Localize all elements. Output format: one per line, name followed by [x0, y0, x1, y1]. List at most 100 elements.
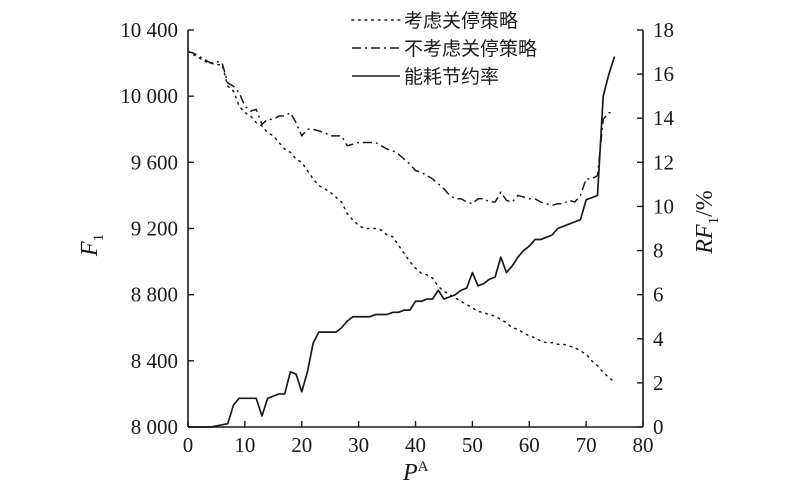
data-point-with-shutdown-strategy	[301, 162, 302, 163]
right-y-tick-label: 10	[653, 194, 674, 218]
right-y-tick-label: 0	[653, 415, 664, 439]
data-point-with-shutdown-strategy	[506, 322, 507, 323]
data-point-with-shutdown-strategy	[358, 225, 359, 226]
left-y-tick-label: 9 600	[131, 150, 178, 174]
right-y-axis-title-sub: 1	[706, 217, 722, 225]
data-point-without-shutdown-strategy	[426, 175, 427, 176]
left-y-tick-label: 8 800	[131, 283, 178, 307]
data-point-with-shutdown-strategy	[472, 307, 473, 308]
data-point-with-shutdown-strategy	[477, 311, 478, 312]
data-point-with-shutdown-strategy	[398, 244, 399, 245]
data-point-without-shutdown-strategy	[563, 203, 564, 204]
x-tick-label: 70	[576, 433, 597, 457]
left-y-tick-label: 10 400	[120, 18, 178, 42]
data-point-without-shutdown-strategy	[489, 201, 490, 202]
data-point-with-shutdown-strategy	[273, 135, 274, 136]
data-point-with-shutdown-strategy	[608, 377, 609, 378]
series-layer	[187, 50, 616, 428]
data-point-without-shutdown-strategy	[244, 105, 245, 106]
data-point-with-shutdown-strategy	[483, 312, 484, 313]
data-point-with-shutdown-strategy	[523, 332, 524, 333]
data-point-with-shutdown-strategy	[517, 329, 518, 330]
data-point-without-shutdown-strategy	[512, 201, 513, 202]
data-point-without-shutdown-strategy	[330, 135, 331, 136]
left-y-tick-label: 8 000	[131, 415, 178, 439]
right-y-axis-title: RF1/%	[692, 190, 722, 255]
data-point-without-shutdown-strategy	[568, 200, 569, 201]
data-point-with-shutdown-strategy	[603, 372, 604, 373]
x-tick-label: 80	[633, 433, 654, 457]
x-axis-title: PA	[402, 459, 429, 486]
legend-item-without-shutdown-strategy: 不考虑关停策略	[352, 38, 537, 60]
data-point-without-shutdown-strategy	[341, 135, 342, 136]
data-point-with-shutdown-strategy	[529, 335, 530, 336]
left-y-axis-title-main: F	[77, 241, 103, 257]
left-y-tick-label: 10 000	[120, 84, 178, 108]
x-tick-label: 50	[462, 433, 483, 457]
data-point-with-shutdown-strategy	[267, 132, 268, 133]
data-point-with-shutdown-strategy	[364, 228, 365, 229]
data-point-with-shutdown-strategy	[460, 301, 461, 302]
data-point-with-shutdown-strategy	[574, 347, 575, 348]
data-point-with-shutdown-strategy	[489, 314, 490, 315]
series-energy-saving-rate	[188, 56, 616, 428]
data-point-without-shutdown-strategy	[267, 119, 268, 120]
right-y-tick-label: 6	[653, 283, 664, 307]
data-point-without-shutdown-strategy	[324, 132, 325, 133]
right-y-tick-label: 14	[653, 106, 675, 130]
data-point-with-shutdown-strategy	[295, 158, 296, 159]
data-point-without-shutdown-strategy	[455, 198, 456, 199]
data-point-without-shutdown-strategy	[591, 178, 592, 179]
data-point-without-shutdown-strategy	[449, 195, 450, 196]
data-point-without-shutdown-strategy	[586, 178, 587, 179]
data-point-without-shutdown-strategy	[273, 119, 274, 120]
data-point-with-shutdown-strategy	[512, 327, 513, 328]
data-point-with-shutdown-strategy	[239, 105, 240, 106]
legend-label: 考虑关停策略	[404, 10, 518, 32]
x-tick-label: 0	[183, 433, 194, 457]
data-point-with-shutdown-strategy	[438, 286, 439, 287]
legend-item-with-shutdown-strategy: 考虑关停策略	[351, 10, 518, 32]
legend-label: 能耗节约率	[404, 66, 499, 88]
data-point-without-shutdown-strategy	[239, 92, 240, 93]
x-axis-title-sup: A	[418, 459, 429, 475]
x-axis-title-main: P	[402, 460, 418, 486]
series-line-without-shutdown-strategy	[187, 50, 615, 207]
data-point-with-shutdown-strategy	[614, 382, 615, 383]
series-without-shutdown-strategy	[187, 50, 615, 207]
data-point-without-shutdown-strategy	[472, 203, 473, 204]
x-tick-label: 40	[405, 433, 426, 457]
data-point-without-shutdown-strategy	[284, 115, 285, 116]
right-y-tick-label: 2	[653, 371, 664, 395]
series-line-energy-saving-rate	[188, 56, 616, 428]
x-tick-label: 10	[234, 433, 255, 457]
legend-item-energy-saving-rate: 能耗节约率	[352, 66, 499, 88]
data-point-without-shutdown-strategy	[290, 112, 291, 113]
right-y-axis-title-main: RF	[692, 224, 718, 255]
data-point-with-shutdown-strategy	[409, 261, 410, 262]
right-y-axis-title-suffix: /%	[692, 190, 718, 217]
data-point-with-shutdown-strategy	[455, 297, 456, 298]
x-tick-label: 30	[348, 433, 369, 457]
x-tick-label: 20	[291, 433, 312, 457]
data-point-with-shutdown-strategy	[313, 178, 314, 179]
x-tick-label: 60	[519, 433, 540, 457]
left-y-tick-label: 8 400	[131, 349, 178, 373]
data-point-without-shutdown-strategy	[421, 172, 422, 173]
right-y-tick-label: 4	[653, 327, 664, 351]
series-line-with-shutdown-strategy	[187, 50, 616, 384]
data-point-without-shutdown-strategy	[483, 198, 484, 199]
data-point-with-shutdown-strategy	[586, 354, 587, 355]
right-y-tick-label: 16	[653, 62, 674, 86]
right-y-tick-label: 12	[653, 150, 674, 174]
right-y-tick-label: 18	[653, 18, 674, 42]
left-y-axis-title: F1	[77, 234, 107, 257]
left-y-tick-label: 9 200	[131, 217, 178, 241]
data-point-with-shutdown-strategy	[466, 304, 467, 305]
data-point-without-shutdown-strategy	[466, 201, 467, 202]
data-point-with-shutdown-strategy	[580, 350, 581, 351]
